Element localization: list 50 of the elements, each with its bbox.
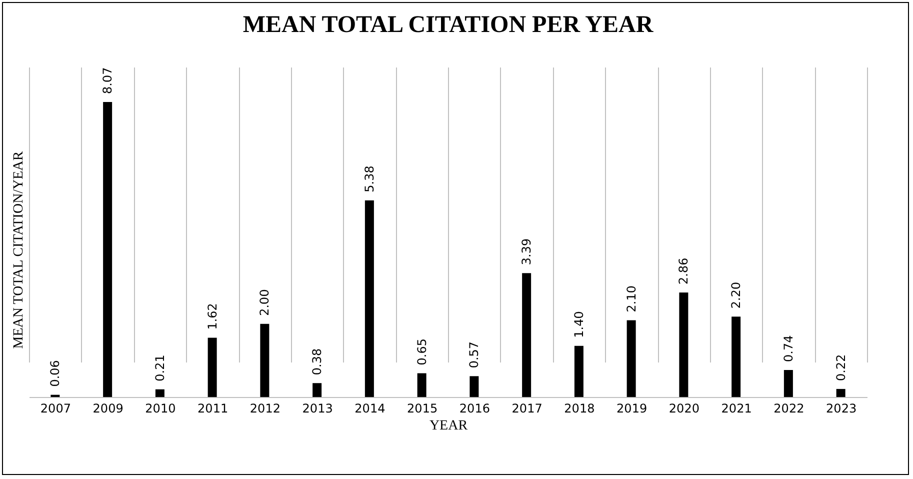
bar bbox=[784, 370, 793, 397]
bar bbox=[626, 320, 636, 397]
bar bbox=[417, 373, 426, 397]
x-tick-label: 2023 bbox=[826, 402, 857, 416]
x-tick-label: 2007 bbox=[40, 402, 71, 416]
bar bbox=[312, 383, 322, 397]
data-label: 0.65 bbox=[414, 338, 429, 366]
data-label: 2.00 bbox=[258, 289, 272, 316]
data-label: 2.86 bbox=[676, 258, 691, 284]
x-tick-label: 2016 bbox=[459, 402, 490, 416]
x-tick-label: 2015 bbox=[407, 402, 438, 416]
bar bbox=[155, 389, 164, 397]
bar bbox=[732, 316, 741, 397]
data-label: 8.07 bbox=[100, 67, 115, 94]
x-tick-label: 2011 bbox=[198, 402, 228, 416]
bar bbox=[836, 388, 846, 397]
data-label: 0.38 bbox=[310, 348, 324, 376]
data-label: 2.20 bbox=[729, 282, 744, 309]
x-tick-label: 2018 bbox=[564, 402, 595, 416]
data-label: 1.62 bbox=[205, 303, 220, 330]
x-tick-label: 2009 bbox=[92, 402, 124, 416]
data-label: 0.74 bbox=[781, 335, 796, 362]
x-axis-title: YEAR bbox=[429, 418, 468, 434]
y-axis-title: MEAN TOTAL CITATION/YEAR bbox=[12, 150, 26, 349]
bar bbox=[364, 200, 374, 397]
bar bbox=[522, 273, 532, 397]
bar bbox=[470, 376, 479, 397]
x-tick-label: 2020 bbox=[668, 402, 700, 416]
data-label: 2.10 bbox=[624, 286, 638, 312]
chart-title: MEAN TOTAL CITATION PER YEAR bbox=[242, 12, 654, 38]
bar bbox=[574, 346, 584, 397]
data-label: 0.22 bbox=[834, 354, 848, 381]
bar bbox=[103, 102, 112, 397]
x-tick-label: 2022 bbox=[774, 402, 804, 416]
data-label: 0.21 bbox=[152, 354, 167, 382]
x-tick-label: 2017 bbox=[512, 402, 542, 416]
x-tick-label: 2021 bbox=[721, 402, 752, 416]
data-label: 0.57 bbox=[467, 341, 482, 368]
x-tick-label: 2014 bbox=[354, 402, 386, 416]
bar bbox=[260, 324, 270, 397]
x-tick-label: 2010 bbox=[145, 402, 176, 416]
x-tick-label: 2013 bbox=[302, 402, 333, 416]
data-label: 1.40 bbox=[572, 311, 586, 338]
x-tick-label: 2019 bbox=[616, 402, 648, 416]
x-tick-label: 2012 bbox=[250, 402, 280, 416]
data-label: 3.39 bbox=[520, 238, 534, 266]
bar bbox=[679, 292, 688, 397]
bar bbox=[208, 338, 217, 397]
data-label: 0.06 bbox=[48, 360, 62, 387]
data-label: 5.38 bbox=[362, 166, 376, 192]
